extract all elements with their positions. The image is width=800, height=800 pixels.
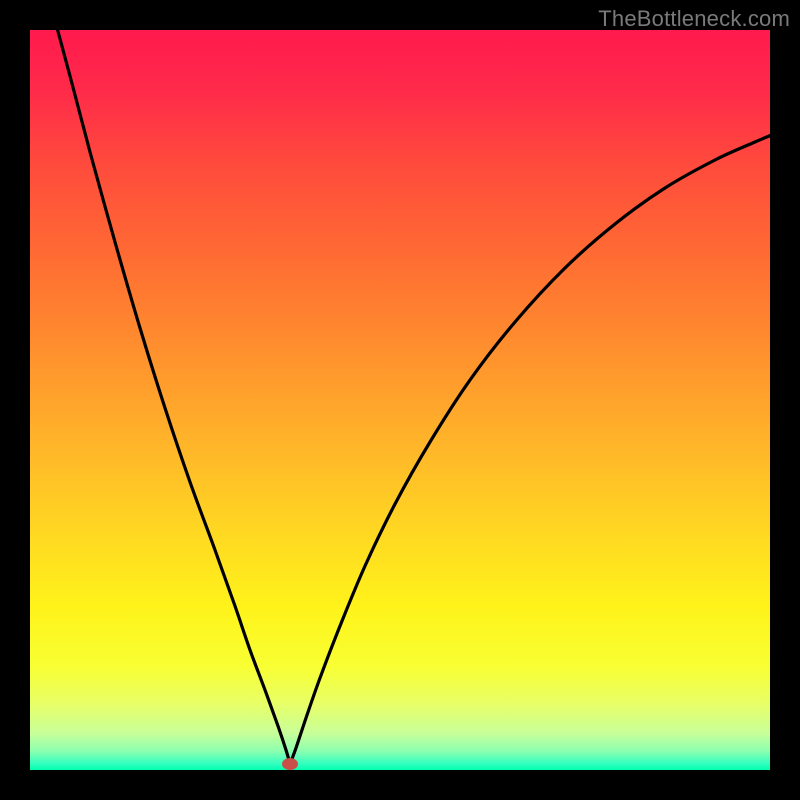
minimum-marker: [282, 758, 298, 770]
bottleneck-chart: [0, 0, 800, 800]
frame-border: [0, 770, 800, 800]
watermark-text: TheBottleneck.com: [598, 6, 790, 32]
chart-container: TheBottleneck.com: [0, 0, 800, 800]
frame-border: [0, 0, 30, 800]
gradient-background: [30, 30, 770, 770]
frame-border: [770, 0, 800, 800]
